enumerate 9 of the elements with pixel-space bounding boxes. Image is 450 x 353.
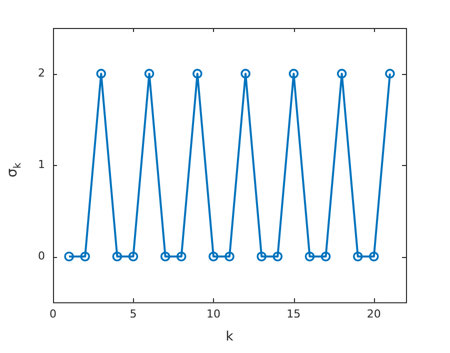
x-tick-label: 10 [206,308,220,321]
x-tick-label: 5 [130,308,137,321]
x-tick-label: 20 [366,308,381,321]
x-tick-label: 0 [50,308,56,321]
x-tick-label: 15 [286,308,301,321]
x-axis-title: k [226,330,234,345]
y-tick-label: 2 [38,66,45,80]
y-tick-label: 0 [38,249,45,262]
y-tick-label: 1 [38,158,45,171]
